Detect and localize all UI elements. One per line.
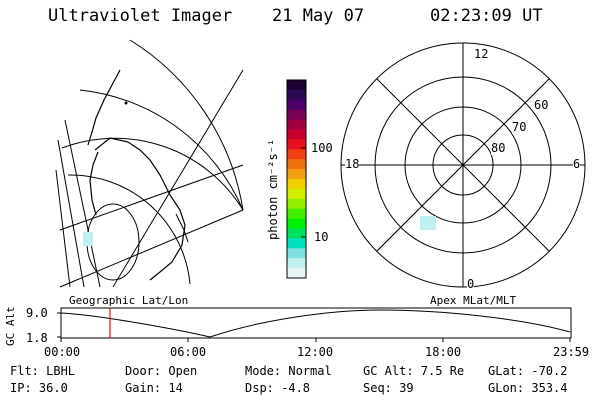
mlt-label-0: 0 xyxy=(467,277,475,291)
orbit-x-tick-0600: 06:00 xyxy=(170,345,207,359)
apex-label: Apex MLat/MLT xyxy=(430,294,517,307)
seq-info: Seq: 39 xyxy=(363,381,414,395)
colorbar-segment xyxy=(287,208,306,220)
colorbar-segment xyxy=(287,228,306,239)
instrument-title: Ultraviolet Imager xyxy=(48,6,233,26)
colorbar-segment xyxy=(287,218,306,229)
colorbar-segment xyxy=(287,129,306,140)
colorbar-segment xyxy=(287,169,306,180)
colorbar-segment xyxy=(287,238,306,249)
colorbar-segment xyxy=(287,159,306,170)
geographic-label: Geographic Lat/Lon xyxy=(69,294,189,307)
lat-label-60: 60 xyxy=(534,98,549,112)
mode-info: Mode: Normal xyxy=(245,364,332,378)
time-label: 02:23:09 UT xyxy=(430,6,543,26)
lat-label-70: 70 xyxy=(512,120,527,134)
orbit-y-tick-high: 9.0 xyxy=(26,306,48,320)
glat-info: GLat: -70.2 xyxy=(488,364,568,378)
colorbar-segment xyxy=(287,268,306,279)
door-info: Door: Open xyxy=(125,364,198,378)
ip-info: IP: 36.0 xyxy=(10,381,68,395)
colorbar-segment xyxy=(287,258,306,269)
orbit-x-tick-0000: 00:00 xyxy=(44,345,81,359)
colorbar-segment xyxy=(287,188,306,200)
colorbar-segment xyxy=(287,139,306,150)
date-label: 21 May 07 xyxy=(272,6,365,26)
colorbar-segment xyxy=(287,198,306,210)
orbit-x-tick-2359: 23:59 xyxy=(553,345,590,359)
orbit-x-tick-1200: 12:00 xyxy=(297,345,334,359)
colorbar-segment xyxy=(287,99,306,111)
filter-info: Flt: LBHL xyxy=(10,364,76,378)
polar-emission-spot xyxy=(420,216,436,230)
colorbar-segment xyxy=(287,89,306,101)
gcalt-info: GC Alt: 7.5 Re xyxy=(363,364,465,378)
colorbar-segment xyxy=(287,179,306,190)
colorbar-tick-100: 100 xyxy=(311,141,333,155)
orbit-y-title: GC Alt xyxy=(4,306,17,346)
colorbar-segment xyxy=(287,248,306,259)
colorbar-segment xyxy=(287,109,306,121)
gain-info: Gain: 14 xyxy=(125,381,183,395)
colorbar-segment xyxy=(287,119,306,130)
mlt-label-18: 18 xyxy=(345,157,360,171)
orbit-x-tick-1800: 18:00 xyxy=(425,345,462,359)
colorbar-tick-10: 10 xyxy=(314,230,329,244)
dsp-info: Dsp: -4.8 xyxy=(245,381,311,395)
glon-info: GLon: 353.4 xyxy=(488,381,568,395)
mlt-label-6: 6 xyxy=(573,157,581,171)
geo-emission-spot xyxy=(83,232,93,246)
colorbar-segment xyxy=(287,80,306,91)
lat-label-80: 80 xyxy=(491,141,506,155)
mlt-label-12: 12 xyxy=(474,47,489,61)
colorbar-segment xyxy=(287,149,306,160)
orbit-y-tick-low: 1.8 xyxy=(26,331,48,345)
